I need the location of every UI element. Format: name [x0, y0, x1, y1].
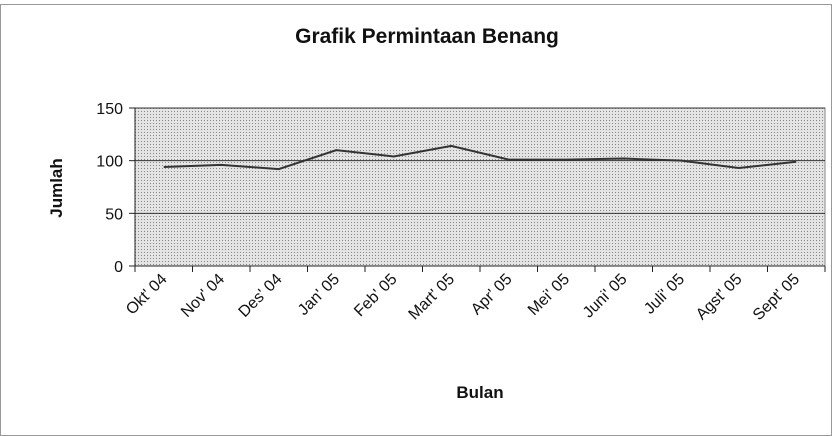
y-tick-label: 100 [96, 154, 123, 171]
plot-area [134, 107, 826, 267]
x-axis-label: Bulan [456, 383, 503, 402]
y-axis-label: Jumlah [47, 158, 66, 218]
chart-title: Grafik Permintaan Benang [295, 25, 559, 48]
y-tick-label: 150 [96, 101, 123, 118]
y-tick-label: 0 [114, 259, 123, 276]
data-line [163, 144, 797, 171]
y-tick-label: 50 [105, 206, 123, 223]
